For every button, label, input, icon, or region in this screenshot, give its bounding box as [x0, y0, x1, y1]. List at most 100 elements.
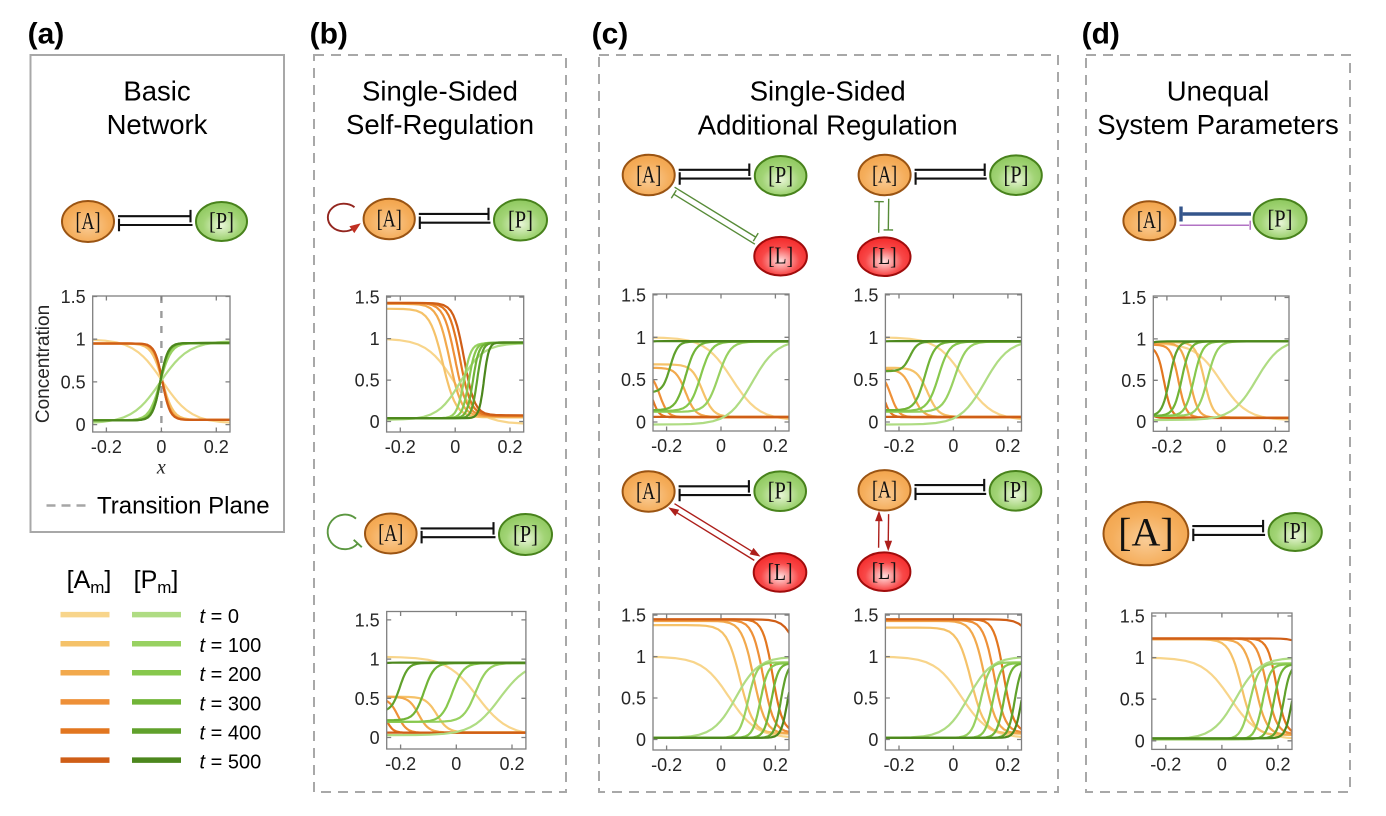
- svg-text:1: 1: [370, 650, 380, 670]
- svg-text:0: 0: [1136, 412, 1146, 432]
- svg-text:1.5: 1.5: [1120, 607, 1145, 627]
- svg-text:Single-Sided: Single-Sided: [750, 76, 906, 107]
- svg-text:(c): (c): [592, 18, 629, 51]
- svg-text:0.5: 0.5: [853, 689, 878, 709]
- svg-text:0: 0: [370, 728, 380, 748]
- svg-text:[P]: [P]: [1004, 162, 1029, 189]
- svg-text:[A]: [A]: [76, 208, 101, 235]
- svg-text:[L]: [L]: [872, 243, 897, 270]
- svg-text:0.2: 0.2: [763, 755, 788, 775]
- svg-text:Transition Plane: Transition Plane: [97, 493, 270, 520]
- svg-text:1.5: 1.5: [621, 285, 646, 305]
- svg-text:0.5: 0.5: [853, 370, 878, 390]
- svg-text:[P]: [P]: [1283, 519, 1308, 545]
- svg-text:0.2: 0.2: [1265, 754, 1290, 774]
- svg-text:(a): (a): [28, 18, 65, 51]
- svg-text:[L]: [L]: [768, 243, 793, 270]
- svg-text:t = 100: t = 100: [200, 635, 262, 657]
- svg-text:Additional Regulation: Additional Regulation: [698, 109, 958, 140]
- svg-text:x: x: [156, 457, 166, 479]
- svg-text:0.5: 0.5: [621, 689, 646, 709]
- svg-text:Unequal: Unequal: [1167, 76, 1269, 107]
- svg-text:-0.2: -0.2: [385, 754, 416, 774]
- svg-text:-0.2: -0.2: [91, 437, 122, 457]
- svg-text:Self-Regulation: Self-Regulation: [346, 109, 534, 140]
- svg-text:[Pm]: [Pm]: [134, 566, 179, 597]
- svg-text:0.5: 0.5: [621, 370, 646, 390]
- svg-text:1.5: 1.5: [853, 606, 878, 626]
- svg-text:[P]: [P]: [768, 162, 793, 189]
- svg-text:0: 0: [636, 730, 646, 750]
- svg-text:[A]: [A]: [378, 520, 403, 547]
- svg-text:-0.2: -0.2: [651, 436, 682, 456]
- svg-text:-0.2: -0.2: [1151, 436, 1182, 456]
- svg-text:Basic: Basic: [123, 76, 190, 107]
- svg-text:t = 0: t = 0: [200, 606, 239, 628]
- svg-text:-0.2: -0.2: [1150, 754, 1181, 774]
- svg-text:[P]: [P]: [513, 521, 538, 548]
- svg-text:0: 0: [716, 755, 726, 775]
- svg-text:1: 1: [636, 647, 646, 667]
- svg-text:1: 1: [868, 647, 878, 667]
- svg-text:0.5: 0.5: [355, 689, 380, 709]
- svg-text:0.2: 0.2: [204, 437, 229, 457]
- svg-text:[P]: [P]: [508, 206, 533, 233]
- svg-text:0: 0: [868, 413, 878, 433]
- svg-text:-0.2: -0.2: [385, 437, 416, 457]
- svg-text:System Parameters: System Parameters: [1097, 109, 1338, 140]
- svg-text:1: 1: [370, 329, 380, 349]
- svg-text:1: 1: [636, 328, 646, 348]
- svg-text:1: 1: [76, 330, 86, 350]
- svg-text:0.5: 0.5: [1120, 690, 1145, 710]
- svg-text:[A]: [A]: [872, 161, 897, 188]
- svg-text:1: 1: [868, 328, 878, 348]
- svg-text:0: 0: [370, 412, 380, 432]
- svg-text:0: 0: [1217, 754, 1227, 774]
- svg-text:[A]: [A]: [872, 477, 897, 504]
- svg-text:0.5: 0.5: [61, 372, 86, 392]
- svg-text:0.2: 0.2: [995, 436, 1020, 456]
- svg-text:0: 0: [868, 730, 878, 750]
- svg-text:0: 0: [716, 436, 726, 456]
- svg-text:0.2: 0.2: [497, 437, 522, 457]
- svg-text:0: 0: [948, 755, 958, 775]
- svg-text:0.2: 0.2: [499, 754, 524, 774]
- svg-text:0.2: 0.2: [763, 436, 788, 456]
- svg-text:[A]: [A]: [377, 205, 402, 232]
- svg-text:1.5: 1.5: [853, 285, 878, 305]
- svg-text:[A]: [A]: [636, 161, 661, 188]
- svg-text:[P]: [P]: [209, 208, 234, 235]
- svg-text:0.2: 0.2: [1263, 436, 1288, 456]
- svg-text:0: 0: [1216, 436, 1226, 456]
- svg-text:0.5: 0.5: [355, 371, 380, 391]
- svg-text:(b): (b): [310, 18, 348, 51]
- svg-text:0.5: 0.5: [1121, 371, 1146, 391]
- svg-text:0: 0: [156, 437, 166, 457]
- svg-text:t = 500: t = 500: [200, 752, 262, 774]
- svg-text:1.5: 1.5: [621, 606, 646, 626]
- svg-text:[L]: [L]: [872, 558, 897, 585]
- svg-text:[A]: [A]: [1137, 207, 1162, 234]
- svg-text:(d): (d): [1082, 18, 1120, 51]
- svg-text:[P]: [P]: [768, 478, 793, 505]
- svg-text:0: 0: [948, 436, 958, 456]
- svg-text:-0.2: -0.2: [651, 755, 682, 775]
- svg-text:t = 200: t = 200: [200, 664, 262, 686]
- svg-text:[A]: [A]: [1118, 510, 1174, 555]
- svg-text:0: 0: [636, 413, 646, 433]
- svg-text:Network: Network: [107, 109, 208, 140]
- svg-text:1.5: 1.5: [61, 287, 86, 307]
- svg-text:-0.2: -0.2: [883, 755, 914, 775]
- svg-text:0: 0: [1135, 731, 1145, 751]
- svg-text:1.5: 1.5: [355, 288, 380, 308]
- svg-text:1: 1: [1135, 648, 1145, 668]
- svg-text:t = 300: t = 300: [200, 693, 262, 715]
- svg-text:[P]: [P]: [1003, 477, 1028, 504]
- svg-text:1: 1: [1136, 329, 1146, 349]
- svg-text:1.5: 1.5: [1121, 288, 1146, 308]
- svg-text:[A]: [A]: [636, 478, 661, 505]
- svg-text:Concentration: Concentration: [33, 305, 54, 423]
- svg-text:[Am]: [Am]: [67, 566, 112, 597]
- svg-text:-0.2: -0.2: [883, 436, 914, 456]
- svg-text:0.2: 0.2: [995, 755, 1020, 775]
